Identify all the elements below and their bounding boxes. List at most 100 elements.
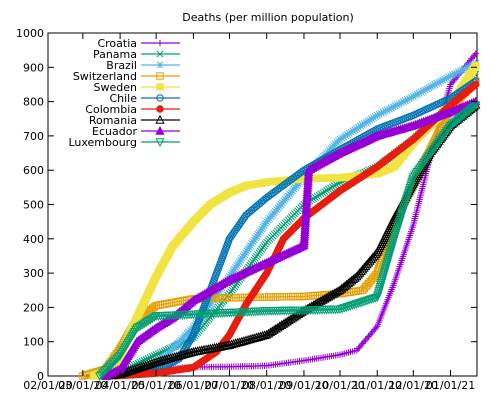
- data-point: [466, 105, 476, 115]
- legend-label: Romania: [89, 114, 137, 127]
- data-point: [456, 113, 466, 123]
- data-point: [458, 66, 466, 74]
- data-point: [387, 104, 395, 112]
- data-point: [375, 110, 383, 118]
- data-point: [109, 358, 119, 367]
- data-point: [339, 304, 349, 313]
- y-tick-label: 800: [23, 96, 44, 109]
- data-point: [360, 297, 370, 307]
- legend-entry-colombia: Colombia: [85, 103, 180, 116]
- series-ecuador: [101, 96, 481, 380]
- data-point: [335, 305, 345, 315]
- data-point: [379, 108, 387, 116]
- data-point: [239, 214, 248, 223]
- legend-entry-luxembourg: Luxembourg: [68, 136, 180, 149]
- data-point: [186, 336, 194, 345]
- data-point: [95, 372, 105, 382]
- legend-label: Ecuador: [92, 125, 137, 138]
- data-point: [99, 367, 110, 377]
- data-point: [383, 106, 391, 114]
- data-point: [141, 318, 152, 328]
- y-tick-label: 600: [23, 164, 44, 177]
- data-point: [185, 338, 193, 346]
- legend-label: Switzerland: [73, 70, 137, 83]
- series-line: [105, 80, 477, 377]
- data-point: [234, 222, 243, 230]
- data-point: [154, 350, 162, 358]
- data-point: [238, 216, 247, 225]
- data-point: [229, 229, 238, 237]
- data-point: [143, 317, 154, 326]
- x-tick-label: 06/01/20: [169, 379, 218, 392]
- data-point: [356, 298, 366, 308]
- data-point: [228, 231, 236, 239]
- data-point: [439, 76, 447, 84]
- data-point: [405, 94, 413, 103]
- data-point: [389, 103, 397, 111]
- data-point: [395, 100, 403, 108]
- data-point: [469, 102, 479, 112]
- data-point: [433, 79, 441, 88]
- data-point: [325, 185, 333, 193]
- data-point: [337, 283, 347, 293]
- chart-title: Deaths (per million population): [182, 11, 354, 24]
- legend-label: Chile: [109, 92, 137, 105]
- data-point: [443, 74, 451, 82]
- legend-label: Croatia: [97, 37, 137, 50]
- data-point: [393, 101, 401, 109]
- data-point: [421, 86, 429, 94]
- data-point: [236, 220, 244, 228]
- data-point: [462, 64, 470, 72]
- x-tick-label: 01/01/21: [426, 379, 475, 392]
- x-tick-label: 03/01/20: [58, 379, 107, 392]
- data-point: [456, 67, 464, 75]
- x-tick-label: 04/01/20: [95, 379, 144, 392]
- data-point: [188, 332, 196, 341]
- legend-marker: [156, 39, 164, 47]
- data-point: [391, 102, 399, 110]
- data-point: [399, 98, 407, 106]
- data-point: [351, 300, 362, 309]
- data-point: [368, 294, 378, 304]
- data-point: [341, 303, 351, 313]
- x-tick-label: 09/01/20: [279, 379, 328, 392]
- data-point: [149, 313, 159, 323]
- data-point: [311, 193, 319, 202]
- data-point: [358, 298, 368, 307]
- legend-marker: [156, 72, 164, 80]
- data-point: [328, 183, 336, 191]
- legend-marker: [155, 125, 165, 135]
- data-point: [464, 106, 474, 116]
- data-point: [233, 224, 241, 232]
- data-point: [364, 296, 374, 305]
- data-point: [134, 323, 144, 332]
- data-point: [321, 188, 329, 196]
- data-point: [145, 315, 156, 325]
- data-point: [347, 301, 358, 311]
- data-point: [348, 274, 359, 283]
- data-point: [472, 61, 480, 70]
- data-point: [441, 75, 449, 83]
- data-point: [419, 87, 427, 95]
- data-point: [448, 71, 457, 79]
- series-line: [99, 104, 477, 377]
- data-point: [373, 111, 381, 119]
- x-tick-label: 07/01/20: [205, 379, 254, 392]
- data-point: [472, 80, 480, 89]
- data-point: [423, 85, 431, 93]
- data-point: [459, 110, 469, 120]
- data-point: [101, 365, 111, 375]
- data-point: [132, 324, 142, 334]
- data-point: [445, 73, 453, 81]
- legend-entry-switzerland: Switzerland: [73, 70, 180, 83]
- legend-marker: [156, 105, 164, 113]
- data-point: [96, 370, 106, 380]
- legend-entry-romania: Romania: [89, 114, 180, 127]
- data-point: [326, 184, 335, 192]
- data-point: [313, 192, 321, 200]
- data-point: [298, 167, 306, 176]
- data-point: [184, 340, 192, 348]
- data-point: [413, 90, 421, 98]
- data-point: [362, 296, 372, 306]
- legend-marker: [156, 94, 164, 102]
